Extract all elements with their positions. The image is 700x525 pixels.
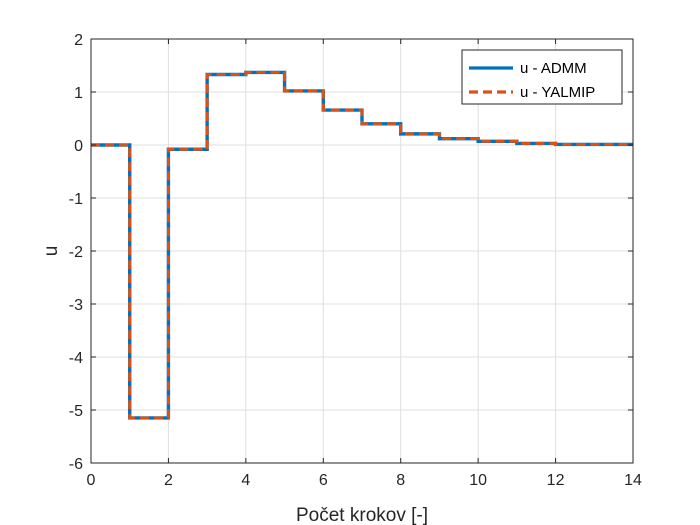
y-tick-label-5: -1 — [69, 191, 83, 208]
y-tick-label-8: 2 — [74, 32, 83, 49]
x-axis-label: Počet krokov [-] — [296, 505, 428, 525]
legend-label-admm: u - ADMM — [520, 60, 587, 77]
y-tick-label-0: -6 — [69, 456, 83, 473]
series-line-u---yalmip — [91, 70, 633, 420]
y-tick-label-6: 0 — [74, 138, 83, 155]
x-tick-label-5: 10 — [469, 472, 487, 489]
legend: u - ADMM u - YALMIP — [461, 49, 623, 105]
x-tick-label-1: 2 — [164, 472, 173, 489]
y-axis-label: u — [41, 246, 62, 257]
series-layer — [91, 70, 633, 420]
x-tick-label-7: 14 — [624, 472, 642, 489]
x-tick-label-0: 0 — [87, 472, 96, 489]
x-tick-label-6: 12 — [547, 472, 565, 489]
y-tick-label-2: -4 — [69, 350, 83, 367]
x-tick-label-2: 4 — [241, 472, 250, 489]
y-tick-label-3: -3 — [69, 297, 83, 314]
y-tick-label-7: 1 — [74, 85, 83, 102]
legend-label-yalmip: u - YALMIP — [520, 84, 595, 101]
legend-box — [461, 49, 623, 105]
y-tick-label-1: -5 — [69, 403, 83, 420]
y-tick-label-4: -2 — [69, 244, 83, 261]
x-tick-label-3: 6 — [319, 472, 328, 489]
x-tick-label-4: 8 — [396, 472, 405, 489]
